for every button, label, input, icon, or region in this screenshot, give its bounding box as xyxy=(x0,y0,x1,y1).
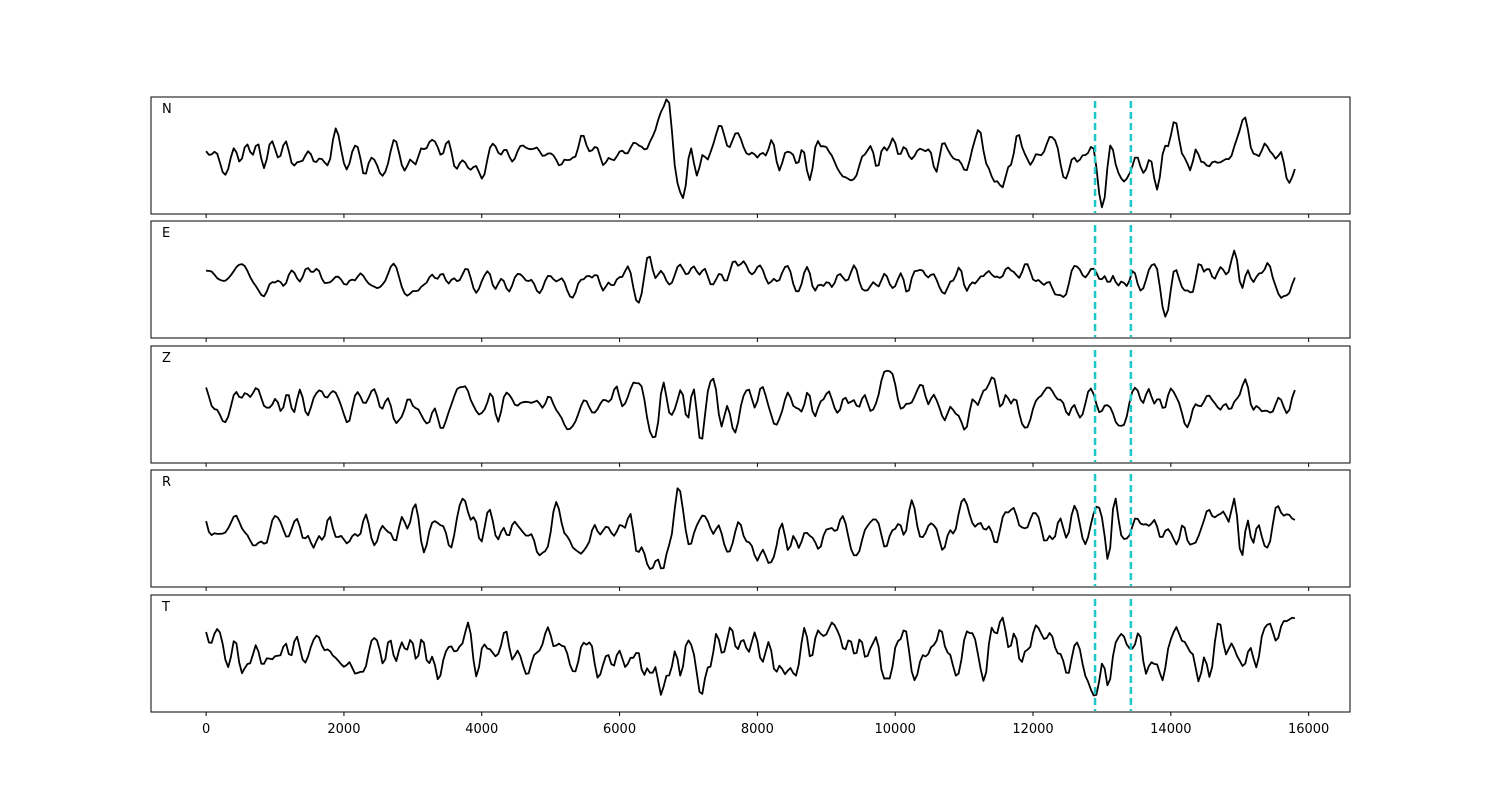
panel-frame xyxy=(150,220,1351,339)
panel-z: Z xyxy=(150,345,1351,467)
panel-label: R xyxy=(162,475,171,490)
panel-label: Z xyxy=(162,351,171,366)
x-tick-label: 0 xyxy=(202,722,210,737)
x-tick-label: 10000 xyxy=(875,722,916,737)
x-tick-label: 14000 xyxy=(1150,722,1191,737)
x-tick-label: 12000 xyxy=(1012,722,1053,737)
x-tick-label: 4000 xyxy=(465,722,498,737)
panel-n: N xyxy=(150,96,1351,218)
panel-e: E xyxy=(150,220,1351,342)
panel-r: R xyxy=(150,469,1351,591)
trace-line-z xyxy=(205,369,1296,440)
panel-label: N xyxy=(162,102,172,117)
panel-frame xyxy=(150,345,1351,464)
x-tick-label: 6000 xyxy=(603,722,636,737)
x-tick-label: 16000 xyxy=(1288,722,1329,737)
panel-label: E xyxy=(162,226,170,241)
panel-frame xyxy=(150,594,1351,713)
panel-label: T xyxy=(161,600,170,615)
panel-frame xyxy=(150,469,1351,588)
trace-line-e xyxy=(206,249,1296,318)
trace-line-n xyxy=(205,98,1296,209)
x-tick-label: 2000 xyxy=(327,722,360,737)
trace-line-r xyxy=(205,487,1296,570)
x-tick-label: 8000 xyxy=(741,722,774,737)
panel-t: T xyxy=(150,594,1351,716)
panel-frame xyxy=(150,96,1351,215)
trace-line-t xyxy=(205,616,1296,697)
